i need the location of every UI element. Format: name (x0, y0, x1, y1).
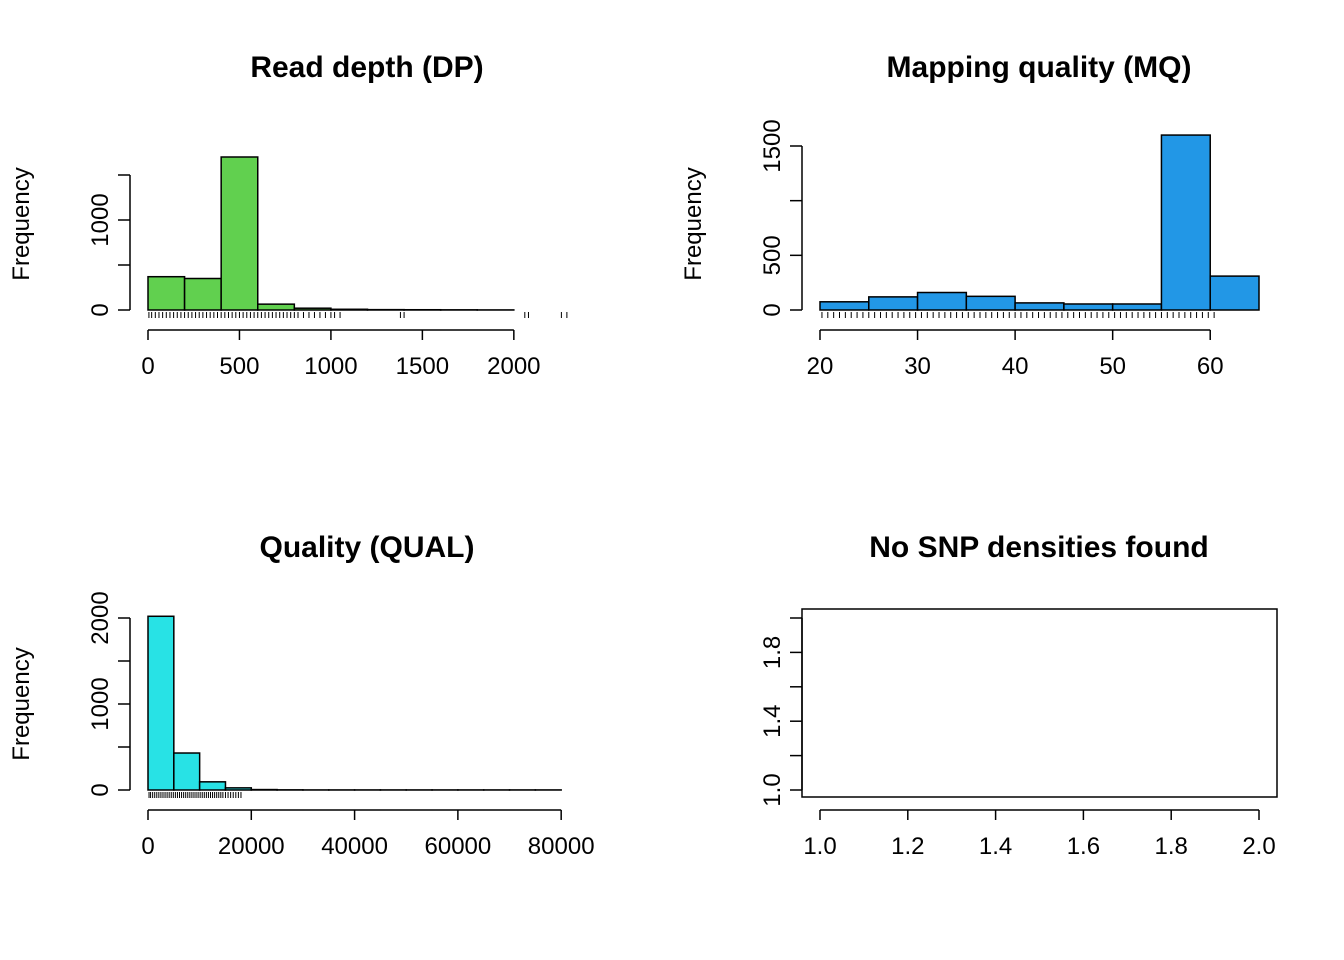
mq-ylabel: Frequency (680, 167, 707, 280)
y-tick-label: 1.4 (759, 705, 786, 738)
histogram-bar (147, 275, 186, 311)
histogram-bar (1014, 302, 1065, 311)
x-tick-label: 40000 (321, 833, 388, 860)
histogram-bar (173, 752, 201, 791)
histogram-bar (147, 615, 175, 791)
histogram-bar (1160, 134, 1211, 311)
x-tick-label: 60000 (425, 833, 492, 860)
y-tick-label: 1000 (87, 677, 114, 730)
histogram-bar (965, 295, 1016, 311)
histogram-bar (293, 307, 332, 311)
dp-histogram-panel: Read depth (DP) Frequency 0 500 1000 1500 20… (8, 51, 568, 380)
histogram-bar (868, 296, 919, 311)
x-tick-label: 2000 (487, 353, 540, 380)
histogram-bar (330, 308, 369, 311)
histogram-bar (183, 277, 222, 311)
histogram-bar (198, 781, 227, 791)
x-tick-label: 1.8 (1155, 833, 1188, 860)
mq-title: Mapping quality (MQ) (887, 51, 1192, 84)
histogram-bar (819, 301, 870, 311)
y-tick-label: 1.8 (759, 636, 786, 669)
y-tick-label: 0 (87, 783, 114, 796)
y-tick-label: 0 (87, 303, 114, 316)
x-tick-label: 1.0 (803, 833, 836, 860)
x-tick-label: 1.4 (979, 833, 1012, 860)
x-tick-label: 1.2 (891, 833, 924, 860)
x-tick-label: 1.6 (1067, 833, 1100, 860)
x-tick-label: 500 (219, 353, 259, 380)
y-tick-label: 2000 (87, 591, 114, 644)
dp-ylabel: Frequency (8, 167, 35, 280)
histogram-bar (257, 303, 296, 311)
qual-histogram-panel: Quality (QUAL) Frequency 0 20000 40000 6000… (8, 531, 595, 860)
dp-title: Read depth (DP) (250, 51, 483, 84)
y-tick-label: 1000 (87, 193, 114, 246)
x-tick-label: 0 (141, 833, 154, 860)
y-tick-label: 500 (759, 235, 786, 275)
x-tick-label: 0 (141, 353, 154, 380)
y-tick-label: 1500 (759, 119, 786, 172)
x-tick-label: 1000 (304, 353, 357, 380)
histogram-bar (1111, 303, 1163, 311)
x-tick-label: 80000 (528, 833, 595, 860)
mq-histogram-panel: Mapping quality (MQ) Frequency 20 30 40 50 6… (680, 51, 1260, 380)
histogram-bar (220, 156, 259, 311)
histogram-bar (1063, 303, 1114, 311)
histogram-bar (916, 291, 968, 311)
x-tick-label: 20000 (218, 833, 285, 860)
y-tick-label: 1.0 (759, 773, 786, 806)
qual-ylabel: Frequency (8, 647, 35, 760)
x-tick-label: 30 (904, 353, 931, 380)
snp-density-panel: No SNP densities found 1.0 1.2 1.4 1.6 1.8 2.… (759, 531, 1278, 860)
histogram-bar (224, 787, 253, 791)
plot-box (801, 608, 1278, 798)
x-tick-label: 50 (1099, 353, 1126, 380)
x-tick-label: 1500 (396, 353, 449, 380)
histogram-bar (1209, 275, 1260, 311)
x-tick-label: 2.0 (1242, 833, 1275, 860)
y-tick-label: 0 (759, 303, 786, 316)
qual-title: Quality (QUAL) (260, 531, 475, 564)
x-tick-label: 40 (1002, 353, 1029, 380)
x-tick-label: 20 (807, 353, 834, 380)
snp-title: No SNP densities found (869, 531, 1208, 564)
x-tick-label: 60 (1197, 353, 1224, 380)
